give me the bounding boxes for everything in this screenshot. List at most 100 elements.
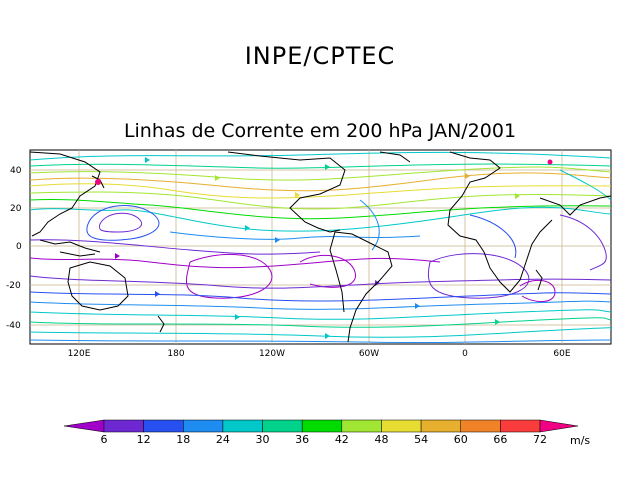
colorbar-tick-label: 54: [414, 433, 429, 446]
streamline: [30, 151, 611, 161]
colorbar-swatch: [500, 419, 541, 433]
graticule: [30, 150, 611, 344]
streamline: [86, 205, 160, 241]
colorbar-tick-label: 18: [176, 433, 191, 446]
colorbar-tick-label: 42: [334, 433, 349, 446]
flow-arrow: [325, 333, 330, 339]
coast-greenland: [379, 151, 411, 163]
coast-madagascar: [535, 269, 543, 291]
colorbar-tick-label: 48: [374, 433, 389, 446]
colorbar-swatch: [341, 419, 382, 433]
colorbar-max-triangle: [539, 419, 579, 433]
streamline: [30, 191, 611, 210]
streamline: [30, 327, 611, 338]
flow-arrow: [145, 157, 150, 163]
lon-axis: 120E 180 120W 60W 0 60E: [68, 349, 571, 359]
streamline: [30, 239, 321, 255]
streamline: [30, 291, 611, 302]
streamline: [469, 214, 517, 259]
coast-arabia-india: [539, 195, 611, 216]
flow-arrows: [115, 157, 520, 339]
coast-australia: [67, 261, 129, 311]
jet-maxima: [95, 159, 553, 185]
lon-label: 0: [462, 349, 468, 359]
lat-label: -40: [6, 321, 21, 331]
colorbar-min-triangle: [63, 419, 105, 433]
page-title: INPE/CPTEC: [244, 42, 396, 70]
colorbar-tick-label: 6: [100, 433, 108, 446]
flow-arrow: [155, 291, 160, 297]
flow-arrow: [415, 303, 420, 309]
streamline: [427, 253, 530, 299]
colorbar-swatch: [262, 419, 303, 433]
streamlines: [30, 151, 611, 344]
streamline: [30, 183, 611, 199]
coast-new-zealand: [157, 315, 165, 333]
coast-europe-africa: [447, 151, 553, 293]
streamline: [30, 275, 611, 289]
streamline: [185, 253, 273, 299]
jet-max-japan: [95, 179, 101, 185]
lat-label: -20: [6, 281, 21, 291]
streamline: [559, 169, 611, 201]
jet-max-east: [547, 159, 553, 165]
colorbar-tick-label: 66: [493, 433, 508, 446]
flow-arrow: [295, 192, 300, 198]
streamline: [98, 212, 143, 233]
flow-arrow: [325, 164, 330, 170]
colorbar-swatch: [420, 419, 461, 433]
streamline: [30, 166, 611, 181]
chart-subtitle: Linhas de Corrente em 200 hPa JAN/2001: [123, 120, 517, 142]
lon-label: 180: [167, 349, 184, 359]
lon-label: 60W: [359, 349, 379, 359]
flow-arrow: [245, 225, 250, 231]
colorbar-tick-label: 12: [136, 433, 151, 446]
streamline: [169, 231, 421, 240]
colorbar-tick-label: 24: [215, 433, 230, 446]
colorbar-swatch: [103, 419, 144, 433]
colorbar-swatch: [183, 419, 224, 433]
streamline: [519, 279, 556, 302]
colorbar-swatch: [460, 419, 501, 433]
flow-arrow: [235, 314, 240, 320]
coastlines: [30, 151, 611, 343]
colorbar-swatch: [222, 419, 263, 433]
flow-arrow: [215, 175, 220, 181]
lat-label: 20: [10, 204, 22, 214]
lat-label: 0: [16, 242, 22, 252]
lon-label: 120E: [68, 349, 91, 359]
streamline: [30, 339, 611, 344]
flow-arrow: [495, 319, 500, 325]
flow-arrow: [275, 237, 280, 243]
streamline: [30, 309, 611, 320]
flow-arrow: [515, 193, 520, 199]
streamline: [30, 172, 611, 192]
colorbar-tick-label: 36: [295, 433, 310, 446]
coast-north-america: [227, 151, 346, 233]
streamline: [299, 254, 356, 288]
streamline: [559, 214, 607, 271]
coast-south-america: [334, 231, 393, 343]
coast-maritime-continent: [39, 239, 101, 257]
colorbar-unit: m/s: [570, 434, 591, 447]
colorbar-tick-label: 60: [453, 433, 468, 446]
map-frame: [29, 149, 612, 345]
colorbar-tick-label: 72: [533, 433, 547, 446]
coast-east-asia: [30, 151, 101, 237]
colorbar-swatch: [301, 419, 343, 433]
colorbar-swatch: [143, 419, 184, 433]
streamline: [30, 257, 441, 269]
lon-label: 60E: [553, 349, 570, 359]
colorbar-tick-label: 30: [255, 433, 270, 446]
lon-label: 120W: [259, 349, 285, 359]
flow-arrow: [115, 253, 120, 259]
streamline: [30, 198, 611, 220]
colorbar-swatch: [381, 419, 422, 433]
streamline: [30, 163, 611, 169]
lat-axis: 40 20 0 -20 -40: [6, 166, 22, 331]
colorbar: [63, 419, 579, 433]
lat-label: 40: [10, 166, 22, 176]
streamline: [30, 206, 611, 232]
coast-south-america-west: [329, 231, 345, 313]
